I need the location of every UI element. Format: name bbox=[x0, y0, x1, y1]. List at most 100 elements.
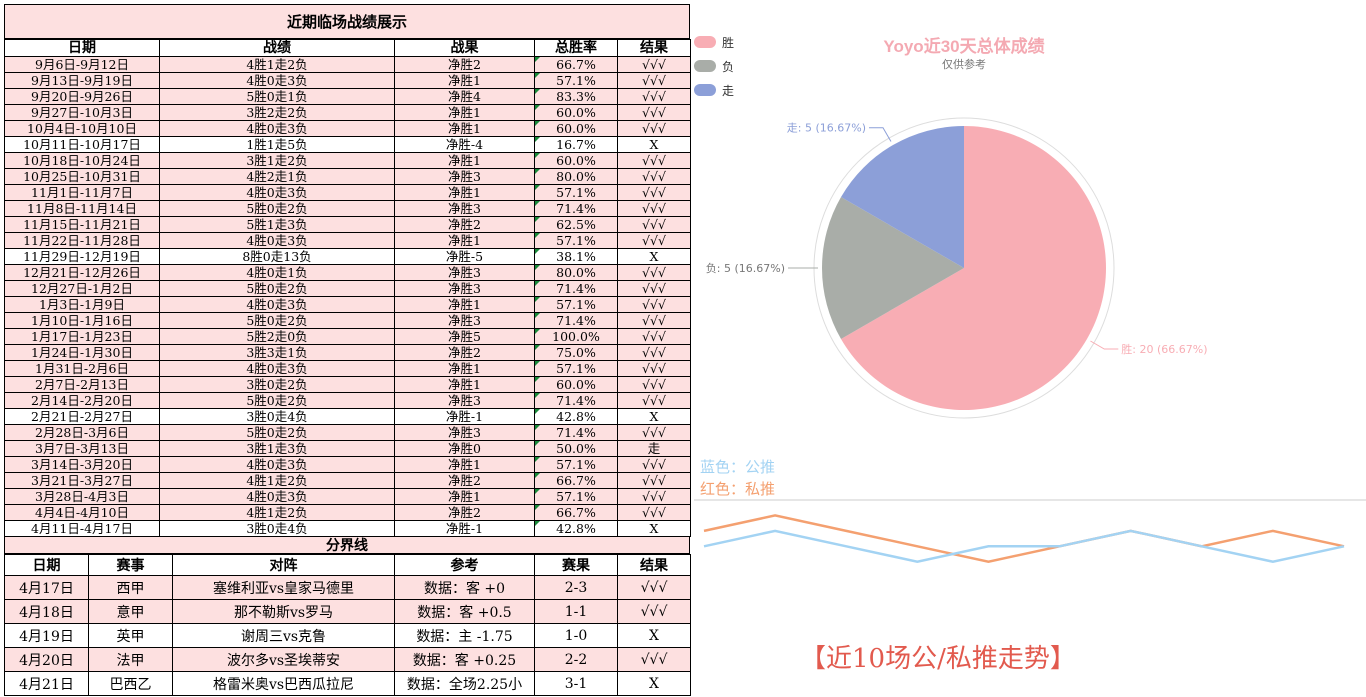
result-cell: X bbox=[617, 520, 691, 537]
trend-legend-private: 红色：私推 bbox=[700, 480, 776, 498]
date-cell: 1月3日-1月9日 bbox=[4, 296, 160, 313]
history-row: 2月14日-2月20日 5胜0走2负 净胜3 71.4% √√√ bbox=[4, 392, 691, 409]
legend-swatch-icon bbox=[694, 36, 716, 48]
winrate-cell: 57.1% bbox=[534, 488, 618, 505]
net-cell: 净胜4 bbox=[394, 88, 535, 105]
winrate-cell: 57.1% bbox=[534, 360, 618, 377]
recent-table: 日期 赛事 对阵 参考 赛果 结果 4月17日 西甲 塞维利亚vs皇家马德里 数据：客… bbox=[4, 554, 691, 696]
pie-slice-2[interactable] bbox=[841, 125, 964, 268]
history-row: 12月27日-1月2日 5胜0走2负 净胜3 71.4% √√√ bbox=[4, 280, 691, 297]
record-cell: 5胜0走2负 bbox=[159, 312, 395, 329]
legend-item-draw[interactable]: 走 bbox=[694, 78, 734, 102]
result-cell: X bbox=[617, 248, 691, 265]
legend-item-win[interactable]: 胜 bbox=[694, 30, 734, 54]
legend-label: 胜 bbox=[722, 35, 735, 50]
history-row: 10月25日-10月31日 4胜2走1负 净胜3 80.0% √√√ bbox=[4, 168, 691, 185]
recent-row: 4月20日 法甲 波尔多vs圣埃蒂安 数据：客 +0.25 2-2 √√√ bbox=[4, 647, 691, 672]
league-cell: 西甲 bbox=[88, 575, 173, 600]
history-row: 1月3日-1月9日 4胜0走3负 净胜1 57.1% √√√ bbox=[4, 296, 691, 313]
pie-slice-1[interactable] bbox=[822, 197, 964, 339]
legend-swatch-icon bbox=[694, 84, 716, 96]
result-cell: √√√ bbox=[617, 104, 691, 121]
winrate-cell: 80.0% bbox=[534, 264, 618, 281]
history-row: 10月11日-10月17日 1胜1走5负 净胜-4 16.7% X bbox=[4, 136, 691, 153]
record-cell: 4胜0走1负 bbox=[159, 264, 395, 281]
history-row: 11月1日-11月7日 4胜0走3负 净胜1 57.1% √√√ bbox=[4, 184, 691, 201]
result-cell: √√√ bbox=[617, 344, 691, 361]
history-row: 11月22日-11月28日 4胜0走3负 净胜1 57.1% √√√ bbox=[4, 232, 691, 249]
winrate-cell: 66.7% bbox=[534, 56, 618, 73]
date-cell: 9月27日-10月3日 bbox=[4, 104, 160, 121]
history-row: 9月20日-9月26日 5胜0走1负 净胜4 83.3% √√√ bbox=[4, 88, 691, 105]
record-cell: 3胜2走2负 bbox=[159, 104, 395, 121]
net-cell: 净胜-1 bbox=[394, 520, 535, 537]
result-cell: √√√ bbox=[617, 312, 691, 329]
date-cell: 11月1日-11月7日 bbox=[4, 184, 160, 201]
winrate-cell: 50.0% bbox=[534, 440, 618, 457]
date-cell: 4月18日 bbox=[4, 599, 89, 624]
record-cell: 4胜0走3负 bbox=[159, 184, 395, 201]
col-header-league: 赛事 bbox=[88, 554, 173, 576]
date-cell: 3月14日-3月20日 bbox=[4, 456, 160, 473]
pie-legend: 胜 负 走 bbox=[694, 30, 734, 102]
pie-chart: 胜: 20 (66.67%) 负: 5 (16.67%) 走: 5 (16.67%) bbox=[706, 117, 1208, 419]
winrate-cell: 57.1% bbox=[534, 232, 618, 249]
history-row: 12月21日-12月26日 4胜0走1负 净胜3 80.0% √√√ bbox=[4, 264, 691, 281]
record-cell: 4胜0走3负 bbox=[159, 488, 395, 505]
net-cell: 净胜-1 bbox=[394, 408, 535, 425]
reference-cell: 数据：客 +0.25 bbox=[394, 647, 535, 672]
net-cell: 净胜2 bbox=[394, 216, 535, 233]
net-cell: 净胜1 bbox=[394, 104, 535, 121]
net-cell: 净胜-5 bbox=[394, 248, 535, 265]
winrate-cell: 38.1% bbox=[534, 248, 618, 265]
date-cell: 3月7日-3月13日 bbox=[4, 440, 160, 457]
col-header-match: 对阵 bbox=[172, 554, 395, 576]
history-row: 1月24日-1月30日 3胜3走1负 净胜2 75.0% √√√ bbox=[4, 344, 691, 361]
result-cell: √√√ bbox=[617, 72, 691, 89]
trend-series-1 bbox=[703, 529, 1345, 563]
pie-slice-0[interactable] bbox=[841, 126, 1106, 410]
date-cell: 2月28日-3月6日 bbox=[4, 424, 160, 441]
legend-item-loss[interactable]: 负 bbox=[694, 54, 734, 78]
history-row: 9月27日-10月3日 3胜2走2负 净胜1 60.0% √√√ bbox=[4, 104, 691, 121]
record-cell: 4胜0走3负 bbox=[159, 456, 395, 473]
record-title: 近期临场战绩展示 bbox=[4, 4, 690, 39]
date-cell: 3月21日-3月27日 bbox=[4, 472, 160, 489]
result-cell: √√√ bbox=[617, 328, 691, 345]
record-cell: 8胜0走13负 bbox=[159, 248, 395, 265]
result-cell: √√√ bbox=[617, 56, 691, 73]
winrate-cell: 42.8% bbox=[534, 408, 618, 425]
pie-data-label: 胜: 20 (66.67%) bbox=[1121, 342, 1207, 356]
col-header-date: 日期 bbox=[4, 39, 160, 57]
winrate-cell: 75.0% bbox=[534, 344, 618, 361]
league-cell: 英甲 bbox=[88, 623, 173, 648]
trend-chart bbox=[694, 499, 1366, 563]
record-cell: 4胜0走3负 bbox=[159, 232, 395, 249]
date-cell: 10月4日-10月10日 bbox=[4, 120, 160, 137]
result-cell: √√√ bbox=[617, 184, 691, 201]
history-row: 3月21日-3月27日 4胜1走2负 净胜2 66.7% √√√ bbox=[4, 472, 691, 489]
pie-label-line bbox=[869, 127, 892, 142]
winrate-cell: 83.3% bbox=[534, 88, 618, 105]
history-row: 2月7日-2月13日 3胜0走2负 净胜1 60.0% √√√ bbox=[4, 376, 691, 393]
score-cell: 1-0 bbox=[534, 623, 618, 648]
score-cell: 3-1 bbox=[534, 671, 618, 696]
record-cell: 5胜1走3负 bbox=[159, 216, 395, 233]
col-header-date: 日期 bbox=[4, 554, 89, 576]
result-cell: √√√ bbox=[617, 120, 691, 137]
history-row: 2月21日-2月27日 3胜0走4负 净胜-1 42.8% X bbox=[4, 408, 691, 425]
date-cell: 1月24日-1月30日 bbox=[4, 344, 160, 361]
date-cell: 10月18日-10月24日 bbox=[4, 152, 160, 169]
record-cell: 4胜0走3负 bbox=[159, 296, 395, 313]
net-cell: 净胜-4 bbox=[394, 136, 535, 153]
record-cell: 4胜2走1负 bbox=[159, 168, 395, 185]
winrate-cell: 42.8% bbox=[534, 520, 618, 537]
net-cell: 净胜1 bbox=[394, 120, 535, 137]
legend-label: 走 bbox=[722, 83, 735, 98]
result-cell: √√√ bbox=[617, 296, 691, 313]
date-cell: 1月10日-1月16日 bbox=[4, 312, 160, 329]
match-cell: 那不勒斯vs罗马 bbox=[172, 599, 395, 624]
record-cell: 5胜0走2负 bbox=[159, 424, 395, 441]
record-cell: 5胜0走2负 bbox=[159, 200, 395, 217]
net-cell: 净胜3 bbox=[394, 280, 535, 297]
